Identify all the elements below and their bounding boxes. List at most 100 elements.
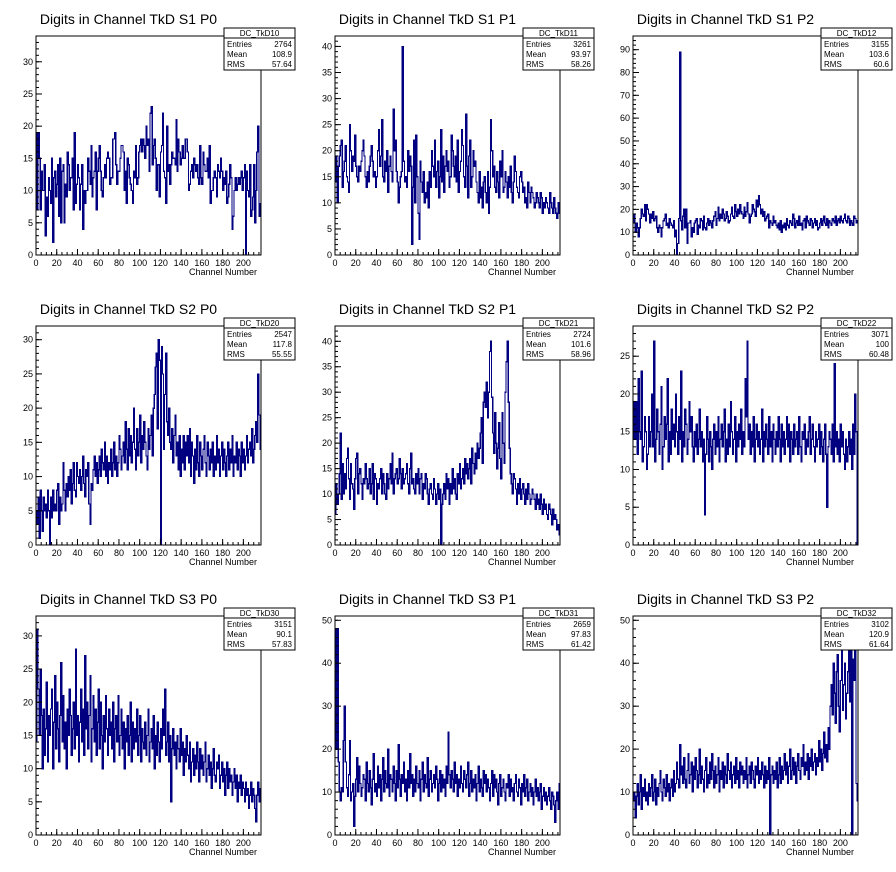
x-tick-label: 0 — [33, 258, 38, 268]
x-tick-label: 40 — [669, 548, 679, 558]
stats-label-rms: RMS — [526, 60, 544, 69]
x-tick-label: 80 — [711, 838, 721, 848]
stats-box-frame — [820, 317, 893, 361]
stats-box: DC_TkD10 Entries 2764 Mean 108.9 RMS 57.64 — [223, 27, 296, 71]
stats-value-mean: 100 — [876, 340, 890, 349]
x-tick-label: 0 — [33, 548, 38, 558]
x-tick-label: 60 — [690, 258, 700, 268]
x-tick-label: 180 — [215, 838, 230, 848]
x-tick-label: 140 — [473, 548, 488, 558]
x-tick-label: 100 — [132, 548, 147, 558]
x-tick-label: 20 — [351, 838, 361, 848]
y-tick-label: 15 — [322, 464, 332, 474]
stats-value-entries: 3155 — [871, 40, 889, 49]
x-tick-label: 180 — [215, 548, 230, 558]
y-tick-label: 40 — [620, 658, 630, 668]
y-tick-label: 15 — [23, 153, 33, 163]
y-tick-label: 20 — [322, 744, 332, 754]
panel-title: Digits in Channel TkD S1 P2 — [637, 11, 814, 27]
x-tick-label: 40 — [371, 838, 381, 848]
x-tick-label: 0 — [332, 838, 337, 848]
histogram-panel-9: Digits in Channel TkD S3 P2 0 10 20 30 40 50 0 2… — [620, 591, 893, 857]
x-tick-label: 120 — [153, 548, 168, 558]
stats-label-entries: Entries — [227, 40, 252, 49]
plot-frame — [334, 325, 561, 546]
x-tick-label: 40 — [371, 258, 381, 268]
panel-title: Digits in Channel TkD S2 P0 — [40, 301, 217, 317]
y-tick-label: 10 — [23, 764, 33, 774]
y-tick-label: 5 — [28, 218, 33, 228]
y-tick-label: 25 — [322, 413, 332, 423]
panel-title: Digits in Channel TkD S1 P1 — [339, 11, 516, 27]
stats-label-entries: Entries — [526, 40, 551, 49]
x-tick-label: 200 — [833, 548, 848, 558]
y-tick-label: 35 — [322, 362, 332, 372]
histogram-panel-8: Digits in Channel TkD S3 P1 0 10 20 30 40 50 0 2… — [322, 591, 595, 857]
stats-name: DC_TkD20 — [240, 319, 280, 328]
y-tick-label: 5 — [327, 224, 332, 234]
stats-box-frame — [223, 607, 296, 651]
y-tick-label: 20 — [620, 744, 630, 754]
stats-value-rms: 60.6 — [873, 60, 889, 69]
x-tick-label: 20 — [52, 838, 62, 848]
x-tick-label: 200 — [535, 258, 550, 268]
stats-value-entries: 2724 — [573, 330, 591, 339]
x-tick-label: 40 — [72, 258, 82, 268]
stats-name: DC_TkD11 — [539, 29, 579, 38]
x-tick-label: 160 — [194, 258, 209, 268]
x-axis-label: Channel Number — [786, 847, 854, 857]
stats-label-entries: Entries — [526, 330, 551, 339]
y-tick-label: 20 — [620, 204, 630, 214]
stats-box: DC_TkD21 Entries 2724 Mean 101.6 RMS 58.96 — [522, 317, 595, 361]
x-tick-label: 100 — [729, 548, 744, 558]
panel-title: Digits in Channel TkD S3 P0 — [40, 591, 217, 607]
x-tick-label: 60 — [392, 838, 402, 848]
x-tick-label: 100 — [431, 258, 446, 268]
x-tick-label: 140 — [174, 258, 189, 268]
stats-label-entries: Entries — [824, 40, 849, 49]
x-tick-label: 160 — [194, 838, 209, 848]
histogram-panel-6: Digits in Channel TkD S2 P2 0 5 10 15 20 25 0 20… — [620, 301, 893, 567]
x-tick-label: 80 — [114, 548, 124, 558]
stats-value-entries: 3151 — [274, 620, 292, 629]
y-tick-label: 30 — [322, 701, 332, 711]
stats-value-mean: 93.97 — [571, 50, 592, 59]
x-tick-label: 0 — [630, 258, 635, 268]
y-tick-label: 70 — [620, 90, 630, 100]
y-tick-label: 30 — [620, 182, 630, 192]
x-tick-label: 100 — [132, 838, 147, 848]
stats-label-entries: Entries — [227, 330, 252, 339]
y-tick-label: 50 — [620, 136, 630, 146]
x-tick-label: 160 — [493, 548, 508, 558]
x-tick-label: 60 — [690, 838, 700, 848]
stats-name: DC_TkD12 — [837, 29, 877, 38]
stats-label-mean: Mean — [526, 340, 546, 349]
stats-box-frame — [522, 317, 595, 361]
y-tick-label: 10 — [322, 489, 332, 499]
stats-label-rms: RMS — [526, 350, 544, 359]
x-tick-label: 100 — [132, 258, 147, 268]
stats-value-rms: 58.96 — [571, 350, 592, 359]
x-tick-label: 200 — [236, 548, 251, 558]
stats-value-entries: 2659 — [573, 620, 591, 629]
y-tick-label: 25 — [23, 664, 33, 674]
y-tick-label: 10 — [23, 186, 33, 196]
stats-name: DC_TkD32 — [837, 609, 877, 618]
x-tick-label: 80 — [413, 258, 423, 268]
x-tick-label: 40 — [669, 838, 679, 848]
x-tick-label: 120 — [452, 838, 467, 848]
plot-frame — [334, 615, 561, 836]
y-tick-label: 15 — [322, 172, 332, 182]
stats-label-rms: RMS — [824, 60, 842, 69]
y-tick-label: 5 — [625, 502, 630, 512]
y-tick-label: 30 — [322, 387, 332, 397]
y-tick-label: 20 — [322, 146, 332, 156]
y-tick-label: 30 — [23, 335, 33, 345]
stats-value-rms: 57.83 — [272, 640, 293, 649]
stats-label-rms: RMS — [526, 640, 544, 649]
y-tick-label: 90 — [620, 45, 630, 55]
histogram-panel-1: Digits in Channel TkD S1 P0 0 5 10 15 20 25 30 0… — [23, 11, 296, 277]
stats-value-mean: 117.8 — [273, 340, 293, 349]
y-tick-label: 35 — [322, 68, 332, 78]
